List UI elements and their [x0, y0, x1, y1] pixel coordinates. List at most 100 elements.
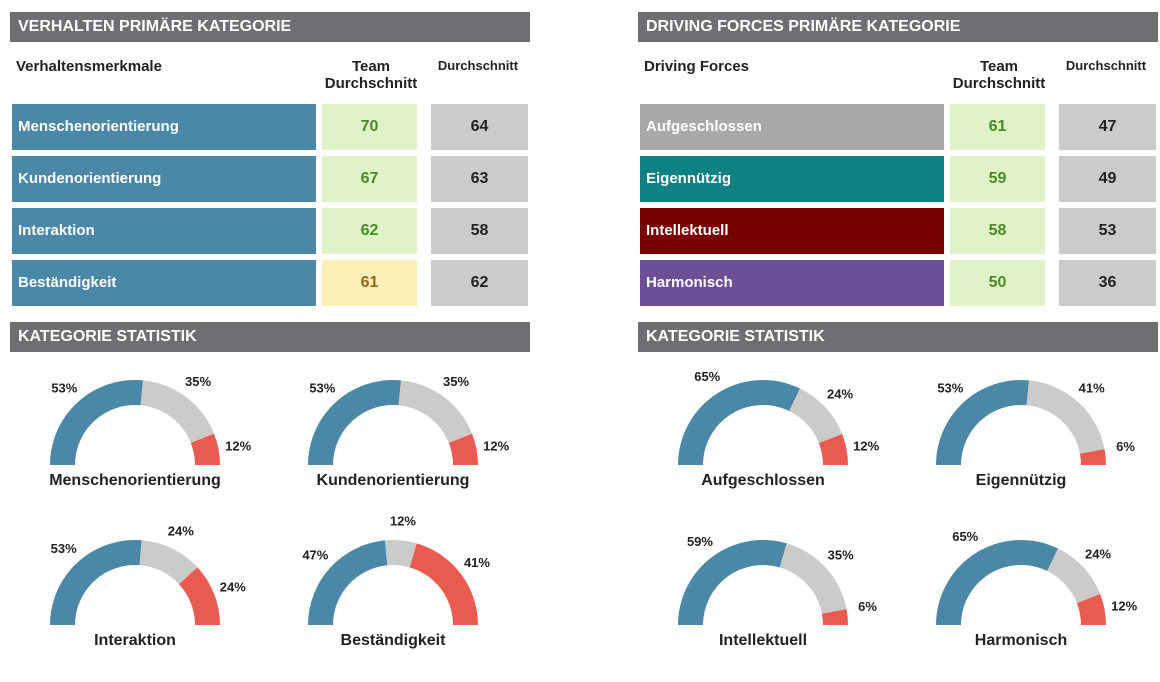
- gauge-segment-2: [789, 388, 843, 444]
- gauge-segment-3: [818, 434, 848, 465]
- gauge-chart: 65% 24% 12%: [936, 529, 1138, 625]
- gauge-harmonisch: 65% 24% 12% Harmonisch: [936, 529, 1138, 649]
- table-row: Intellektuell 58 53: [638, 208, 1158, 258]
- forces-stats-title: KATEGORIE STATISTIK: [638, 322, 1158, 352]
- forces-col-label: Driving Forces: [644, 58, 750, 75]
- table-row: Harmonisch 50 36: [638, 260, 1158, 310]
- gauge-segment-1: [308, 380, 401, 465]
- gauge-percent-label: 41%: [464, 555, 490, 570]
- gauge-title: Aufgeschlossen: [701, 472, 825, 489]
- table-row: Beständigkeit 61 62: [10, 260, 530, 310]
- gauge-percent-label: 6%: [858, 599, 877, 614]
- gauge-percent-label: 65%: [694, 369, 720, 384]
- gauge-segment-2: [398, 380, 473, 443]
- row-label: Aufgeschlossen: [640, 104, 944, 150]
- gauge-aufgeschlossen: 65% 24% 12% Aufgeschlossen: [678, 369, 880, 489]
- table-row: Eigennützig 59 49: [638, 156, 1158, 206]
- gauge-percent-label: 24%: [1085, 547, 1111, 562]
- gauge-chart: 65% 24% 12%: [678, 369, 880, 465]
- table-row: Menschenorientierung 70 64: [10, 104, 530, 154]
- gauge-percent-label: 35%: [828, 547, 854, 562]
- forces-section-title: DRIVING FORCES PRIMÄRE KATEGORIE: [638, 12, 1158, 42]
- forces-gauges: 65% 24% 12% Aufgeschlossen 53% 41% 6% Eigennüt…: [638, 352, 1158, 682]
- gauge-bestaendigkeit: 47% 12% 41% Beständigkeit: [302, 513, 490, 649]
- gauge-segment-1: [50, 540, 142, 625]
- gauge-percent-label: 53%: [51, 541, 77, 556]
- gauge-segment-2: [140, 380, 215, 443]
- gauge-eigennuetzig: 53% 41% 6% Eigennützig: [936, 370, 1135, 489]
- gauge-title: Kundenorientierung: [316, 472, 470, 489]
- gauge-intellektuell: 59% 35% 6% Intellektuell: [678, 530, 877, 649]
- driving-forces-panel: DRIVING FORCES PRIMÄRE KATEGORIE Driving…: [638, 12, 1158, 682]
- gauge-segment-1: [50, 380, 143, 465]
- gauge-percent-label: 41%: [1079, 380, 1105, 395]
- behavior-panel: VERHALTEN PRIMÄRE KATEGORIE Verhaltensme…: [10, 12, 530, 682]
- behavior-table-header: Verhaltensmerkmale Team Durchschnitt Dur…: [10, 42, 530, 104]
- table-row: Kundenorientierung 67 63: [10, 156, 530, 206]
- row-label: Harmonisch: [640, 260, 944, 306]
- gauge-segment-3: [409, 543, 478, 625]
- gauge-segment-1: [936, 380, 1029, 465]
- gauge-percent-label: 53%: [937, 380, 963, 395]
- gauge-segment-2: [385, 540, 417, 568]
- gauge-segment-3: [190, 433, 220, 465]
- team-average-value: 58: [950, 208, 1045, 254]
- forces-table-header: Driving Forces Team Durchschnitt Durchsc…: [638, 42, 1158, 104]
- gauge-chart: 59% 35% 6%: [678, 534, 877, 625]
- gauge-title: Menschenorientierung: [49, 472, 221, 489]
- behavior-gauges: 53% 35% 12% Menschenorientierung 53% 35% 12% K…: [10, 352, 530, 682]
- gauge-percent-label: 24%: [220, 580, 246, 595]
- gauge-percent-label: 12%: [390, 513, 416, 528]
- row-label: Eigennützig: [640, 156, 944, 202]
- gauge-title: Eigennützig: [975, 472, 1067, 489]
- gauge-percent-label: 12%: [483, 438, 509, 453]
- gauge-percent-label: 12%: [225, 438, 251, 453]
- overall-average-value: 58: [431, 208, 528, 254]
- gauge-menschenorientierung: 53% 35% 12% Menschenorientierung: [49, 370, 252, 489]
- team-average-value: 59: [950, 156, 1045, 202]
- gauge-interaktion: 53% 24% 24% Interaktion: [50, 523, 246, 649]
- gauge-segment-3: [1079, 449, 1106, 465]
- gauge-percent-label: 59%: [687, 534, 713, 549]
- gauge-segment-2: [779, 543, 847, 614]
- row-label: Menschenorientierung: [12, 104, 316, 150]
- gauge-segment-2: [139, 540, 198, 585]
- behavior-col-team: Team Durchschnitt: [324, 58, 418, 92]
- gauge-percent-label: 53%: [309, 380, 335, 395]
- table-row: Aufgeschlossen 61 47: [638, 104, 1158, 154]
- overall-average-value: 63: [431, 156, 528, 202]
- gauge-chart: 53% 35% 12%: [308, 374, 510, 465]
- row-label: Interaktion: [12, 208, 316, 254]
- gauge-percent-label: 35%: [185, 374, 211, 389]
- team-average-value: 61: [950, 104, 1045, 150]
- gauge-title: Beständigkeit: [340, 632, 446, 649]
- gauge-segment-3: [821, 609, 848, 625]
- row-label: Kundenorientierung: [12, 156, 316, 202]
- gauge-percent-label: 6%: [1116, 439, 1135, 454]
- team-average-value: 70: [322, 104, 417, 150]
- gauge-chart: 53% 24% 24%: [50, 523, 246, 625]
- behavior-col-avg: Durchschnitt: [437, 58, 519, 73]
- gauge-segment-2: [1026, 380, 1105, 454]
- team-average-value: 61: [322, 260, 417, 306]
- gauge-chart: 47% 12% 41%: [302, 513, 490, 625]
- overall-average-value: 62: [431, 260, 528, 306]
- overall-average-value: 53: [1059, 208, 1156, 254]
- table-row: Interaktion 62 58: [10, 208, 530, 258]
- forces-col-team: Team Durchschnitt: [952, 58, 1046, 92]
- gauge-percent-label: 24%: [827, 387, 853, 402]
- overall-average-value: 47: [1059, 104, 1156, 150]
- gauge-title: Harmonisch: [974, 632, 1068, 649]
- gauge-chart: 53% 35% 12%: [50, 374, 252, 465]
- gauge-percent-label: 35%: [443, 374, 469, 389]
- gauge-percent-label: 47%: [302, 547, 328, 562]
- gauge-percent-label: 65%: [952, 529, 978, 544]
- forces-table-rows: Aufgeschlossen 61 47 Eigennützig 59 49 Intelle…: [638, 104, 1158, 310]
- behavior-col-label: Verhaltensmerkmale: [16, 58, 162, 75]
- row-label: Beständigkeit: [12, 260, 316, 306]
- gauge-segment-1: [936, 540, 1059, 625]
- gauge-segment-2: [1047, 548, 1101, 604]
- gauge-segment-1: [678, 540, 787, 625]
- team-average-value: 62: [322, 208, 417, 254]
- gauge-kundenorientierung: 53% 35% 12% Kundenorientierung: [308, 370, 510, 489]
